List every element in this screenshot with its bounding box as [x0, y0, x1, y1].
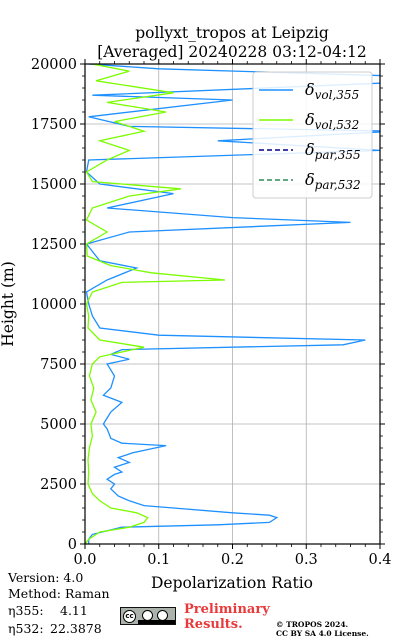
y-axis-label: Height (m): [0, 261, 17, 347]
eta355-value: 4.11: [60, 603, 88, 618]
version-label: Version: 4.0: [8, 570, 84, 585]
series-line-1: [85, 64, 226, 544]
y-tick-label: 2500: [40, 477, 77, 493]
chart-subtitle: [Averaged] 20240228 03:12-04:12: [97, 43, 367, 61]
y-tick-label: 10000: [31, 297, 77, 313]
x-tick-label: 0.2: [221, 552, 244, 568]
badge-strip: [138, 620, 175, 624]
eta355-label: η355:: [8, 603, 44, 618]
method-label: Method: Raman: [8, 586, 110, 601]
y-tick-label: 15000: [31, 177, 77, 193]
y-tick-label: 0: [68, 537, 77, 553]
y-tick-label: 17500: [31, 117, 77, 133]
chart-title: pollyxt_tropos at Leipzig: [135, 24, 329, 42]
cc-icon: cc: [123, 610, 136, 623]
eta532-label: η532:: [8, 621, 44, 636]
y-tick-label: 12500: [31, 237, 77, 253]
legend: δvol,355 δvol,532 δpar,355 δpar,532: [252, 71, 373, 199]
y-tick-label: 7500: [40, 357, 77, 373]
legend-label-3: δpar,532: [305, 170, 361, 192]
x-axis-label: Depolarization Ratio: [151, 574, 313, 592]
preliminary-results-note: Preliminary Results.: [184, 602, 270, 632]
plot-frame: [84, 63, 381, 545]
x-tick-label: 0.3: [295, 552, 318, 568]
legend-label-0: δvol,355: [305, 80, 359, 102]
legend-label-1: δvol,532: [305, 110, 359, 132]
eta532-value: 22.3878: [50, 621, 102, 636]
copyright-note: © TROPOS 2024. CC BY SA 4.0 License.: [276, 620, 369, 638]
legend-label-2: δpar,355: [305, 140, 361, 162]
series-line-0: [85, 64, 380, 544]
legend-frame: [252, 71, 373, 199]
x-tick-label: 0.4: [368, 552, 391, 568]
x-tick-label: 0.0: [73, 552, 96, 568]
cc-license-badge: cc: [120, 607, 176, 625]
y-tick-label: 5000: [40, 417, 77, 433]
y-tick-label: 20000: [31, 57, 77, 73]
x-tick-label: 0.1: [147, 552, 170, 568]
